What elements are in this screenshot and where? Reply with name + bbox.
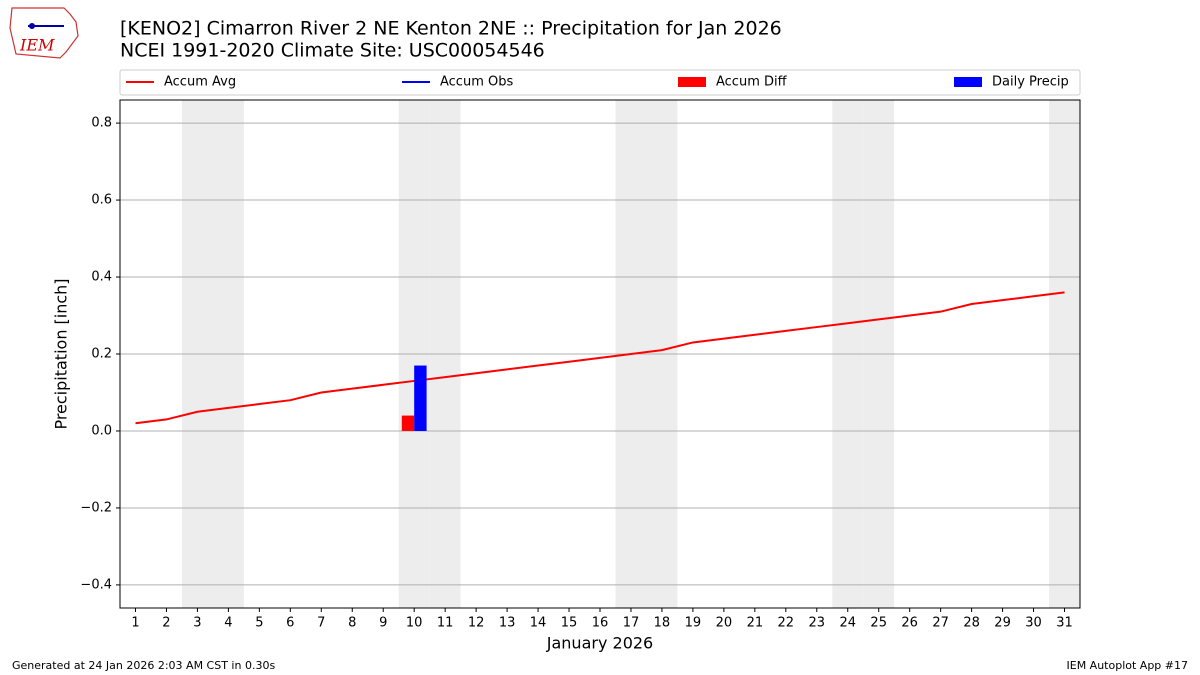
x-tick-label: 29 <box>994 616 1011 631</box>
x-tick-label: 6 <box>286 616 294 631</box>
logo-text: IEM <box>19 36 55 55</box>
x-tick-label: 22 <box>778 616 795 631</box>
legend-label: Accum Avg <box>164 75 236 90</box>
x-tick-label: 8 <box>348 616 356 631</box>
x-tick-label: 17 <box>623 616 640 631</box>
legend <box>119 69 1081 96</box>
x-tick-label: 19 <box>685 616 702 631</box>
x-tick-label: 30 <box>1025 616 1042 631</box>
x-tick-label: 26 <box>901 616 918 631</box>
x-tick-label: 3 <box>193 616 201 631</box>
x-tick-label: 18 <box>654 616 671 631</box>
x-tick-label: 14 <box>530 616 547 631</box>
bar <box>401 415 415 431</box>
chart-subtitle: NCEI 1991-2020 Climate Site: USC00054546 <box>120 40 545 62</box>
x-tick-label: 2 <box>162 616 170 631</box>
y-tick-label: −0.4 <box>80 577 112 592</box>
x-tick-label: 16 <box>592 616 609 631</box>
legend-label: Daily Precip <box>992 75 1069 90</box>
x-tick-label: 12 <box>468 616 485 631</box>
x-tick-label: 7 <box>317 616 325 631</box>
y-tick-label: 0.6 <box>91 193 112 208</box>
footer-left: Generated at 24 Jan 2026 2:03 AM CST in … <box>12 659 275 672</box>
plot-area <box>120 100 1080 608</box>
x-tick-label: 1 <box>131 616 139 631</box>
x-tick-label: 11 <box>437 616 454 631</box>
logo-outline <box>9 7 79 59</box>
y-tick-label: 0.4 <box>91 270 112 285</box>
x-tick-label: 20 <box>716 616 733 631</box>
legend-swatch <box>678 77 706 87</box>
y-tick-label: 0.0 <box>91 423 112 438</box>
legend-label: Accum Obs <box>440 75 513 90</box>
footer-right: IEM Autoplot App #17 <box>1067 659 1189 672</box>
bar <box>414 365 427 431</box>
y-axis-label: Precipitation [inch] <box>52 278 71 429</box>
x-tick-label: 4 <box>224 616 232 631</box>
x-tick-label: 5 <box>255 616 263 631</box>
x-tick-label: 25 <box>870 616 887 631</box>
x-tick-label: 15 <box>561 616 578 631</box>
chart-title: [KENO2] Cimarron River 2 NE Kenton 2NE :… <box>120 18 782 40</box>
x-tick-label: 13 <box>499 616 516 631</box>
x-axis-label: January 2026 <box>546 634 653 653</box>
x-tick-label: 23 <box>809 616 826 631</box>
y-tick-label: 0.2 <box>91 347 112 362</box>
legend-swatch <box>954 77 982 87</box>
x-tick-label: 28 <box>963 616 980 631</box>
x-tick-label: 31 <box>1056 616 1073 631</box>
y-tick-label: −0.2 <box>80 500 112 515</box>
x-tick-label: 24 <box>839 616 856 631</box>
series-line <box>135 291 1065 425</box>
logo-icon <box>29 23 35 29</box>
y-tick-label: 0.8 <box>91 116 112 131</box>
logo: IEM <box>9 7 79 59</box>
x-tick-label: 21 <box>747 616 764 631</box>
legend-label: Accum Diff <box>716 75 788 90</box>
x-tick-label: 27 <box>932 616 949 631</box>
x-tick-label: 9 <box>379 616 387 631</box>
x-tick-label: 10 <box>406 616 423 631</box>
